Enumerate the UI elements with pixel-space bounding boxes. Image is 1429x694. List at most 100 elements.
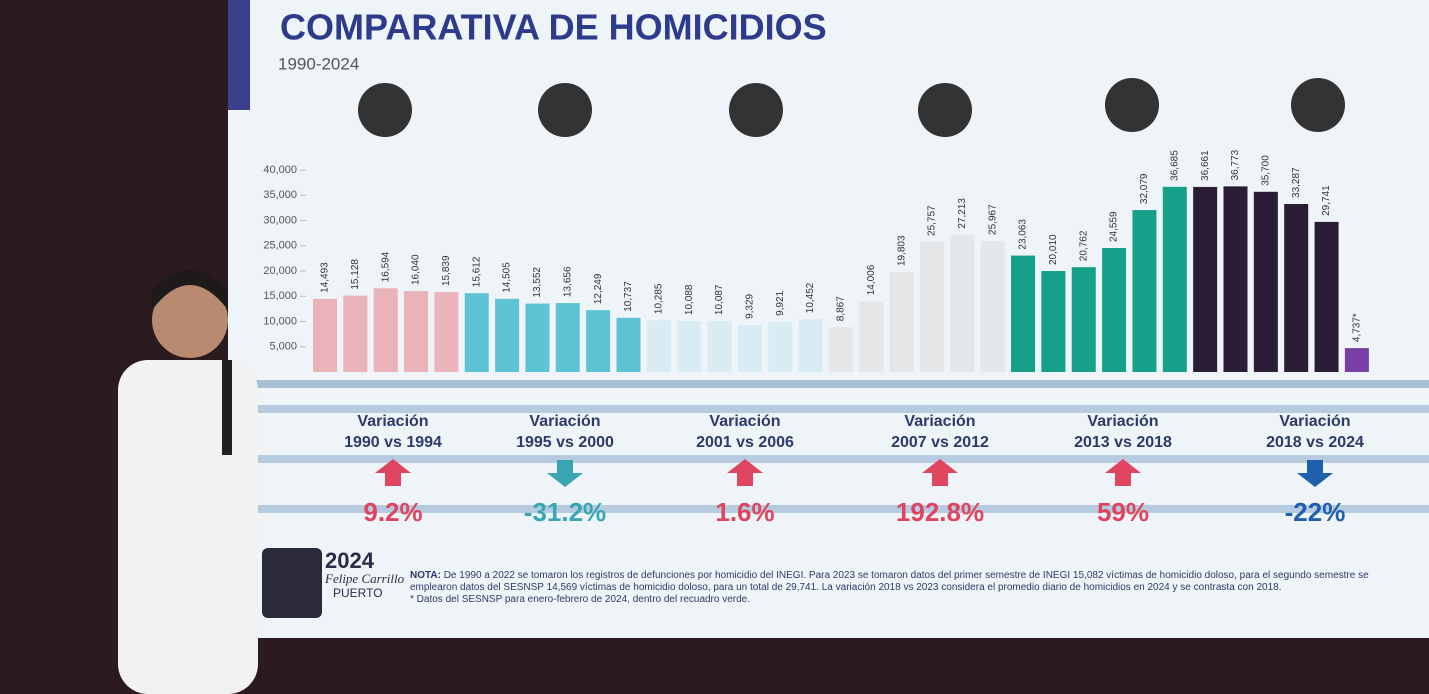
bar [798,319,823,372]
accent [228,0,250,110]
bar [1193,186,1218,372]
bar [1011,255,1036,372]
value-label: 25,757 [927,205,938,236]
bar [313,298,337,372]
value-label: 29,741 [1321,185,1332,216]
value-label: 14,493 [320,262,331,293]
bar [980,240,1005,372]
variation-period: 2018 vs 2024 [1266,434,1364,451]
panel-band [240,380,1429,513]
variation-value: -22% [1285,497,1346,527]
chart-title: COMPARATIVA DE HOMICIDIOS [280,7,827,48]
variation-arrow [1105,459,1141,486]
logo-surname: PUERTO [333,586,383,600]
variation-period: 1990 vs 1994 [344,434,442,451]
logo-year: 2024 [325,548,375,573]
bar [616,317,641,372]
value-label: 4,737* [1352,313,1363,342]
bar [555,303,580,372]
value-label: 16,594 [380,251,391,282]
note: NOTA: De 1990 a 2022 se tomaron los regi… [410,570,1410,606]
y-tick-label: 25,000 [263,240,297,252]
bar [1071,267,1096,372]
chart-subtitle: 1990-2024 [278,54,359,73]
value-label: 33,287 [1291,167,1302,198]
bar [1132,210,1157,372]
y-tick-label: 10,000 [263,315,297,327]
note-text: De 1990 a 2022 se tomaron los registros … [410,570,1369,593]
bar [889,272,914,372]
bar [1102,248,1127,372]
variation-period: 1995 vs 2000 [516,434,614,451]
value-label: 12,249 [593,273,604,304]
bar [768,321,793,372]
variation-period: 2007 vs 2012 [891,434,989,451]
y-tick-label: 30,000 [263,214,297,226]
variation-value: 192.8% [896,497,984,527]
bar [525,303,550,372]
bar [707,321,732,372]
bar [434,292,459,372]
value-label: 16,040 [411,254,422,285]
bar [1223,186,1248,372]
value-label: 20,762 [1078,230,1089,261]
value-label: 35,700 [1260,155,1271,186]
value-label: 20,010 [1048,234,1059,265]
speaker [118,270,258,694]
variation-value: 9.2% [363,497,422,527]
value-label: 9,329 [745,293,756,318]
variation-arrow [922,459,958,486]
value-label: 23,063 [1018,219,1029,250]
y-tick-label: 40,000 [263,164,297,176]
value-label: 15,612 [471,256,482,287]
value-label: 13,552 [532,267,543,298]
variation-period: 2013 vs 2018 [1074,434,1172,451]
y-tick-label: 5,000 [269,341,297,353]
bar [343,295,368,372]
value-label: 13,656 [562,266,573,297]
variation-title: Variación [1279,413,1350,430]
variation-arrow [1297,460,1333,487]
bar [677,321,702,372]
value-label: 36,773 [1230,149,1241,180]
variation-title: Variación [357,413,428,430]
bar [1162,186,1187,372]
y-tick-label: 15,000 [263,290,297,302]
note-footnote: * Datos del SESNSP para enero-febrero de… [410,594,751,605]
variation-value: 59% [1097,497,1149,527]
value-label: 24,559 [1109,211,1120,242]
value-label: 27,213 [957,198,968,229]
value-label: 8,867 [836,296,847,321]
bar [828,327,853,372]
variation-title: Variación [529,413,600,430]
value-label: 36,661 [1200,150,1211,181]
variation-title: Variación [1087,413,1158,430]
note-block: NOTA: De 1990 a 2022 se tomaron los regi… [410,570,1410,606]
portraits [358,78,1345,137]
bar [950,234,975,372]
logo-name: Felipe Carrillo [324,571,405,586]
value-label: 9,921 [775,290,786,315]
variation-arrow [375,459,411,486]
y-tick-label: 35,000 [263,189,297,201]
bar [373,288,398,372]
value-label: 19,803 [896,235,907,266]
note-lead: NOTA: [410,570,441,581]
bar [404,291,429,372]
value-label: 14,505 [502,262,513,293]
variation-value: 1.6% [715,497,774,527]
bar [1284,203,1309,372]
value-label: 15,128 [350,259,361,290]
bar [1041,270,1066,372]
variation-period: 2001 vs 2006 [696,434,794,451]
variation-title: Variación [904,413,975,430]
bar [1253,191,1278,372]
bar [920,241,944,372]
value-label: 14,006 [866,264,877,295]
y-tick-label: 20,000 [263,265,297,277]
variation-value: -31.2% [524,497,606,527]
value-label: 10,452 [805,282,816,313]
value-label: 10,737 [623,281,634,312]
